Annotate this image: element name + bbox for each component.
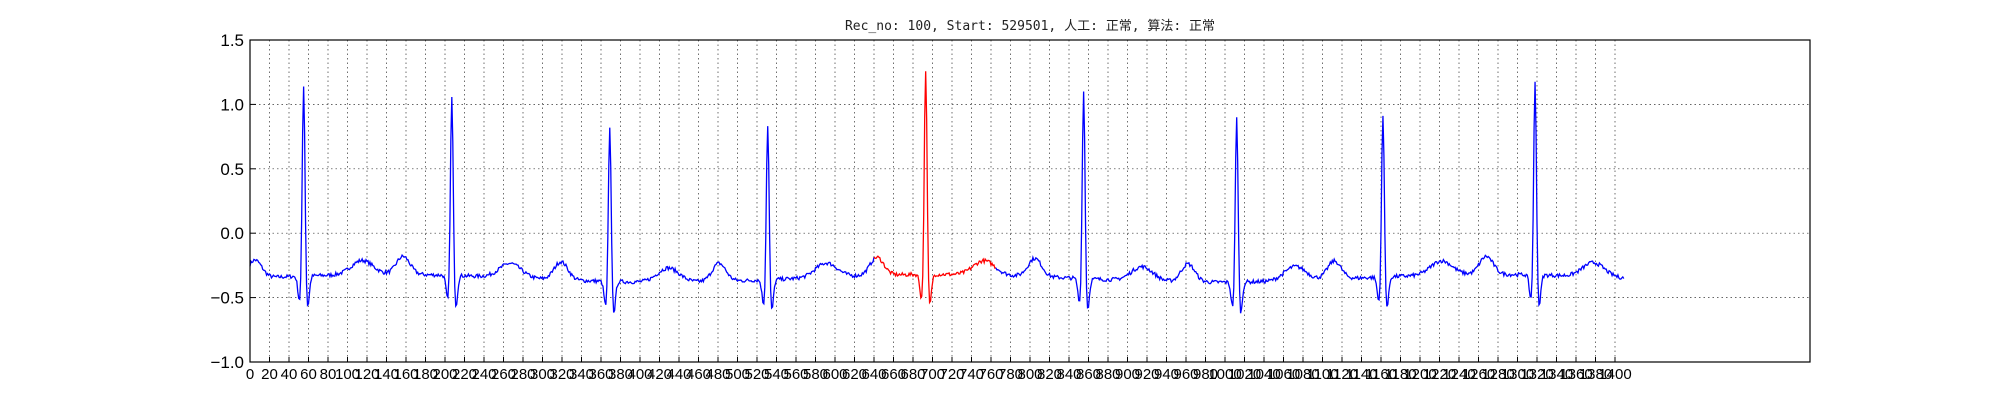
x-tick-label: 880 bbox=[1095, 366, 1120, 383]
x-tick-label: 580 bbox=[803, 366, 828, 383]
x-tick-label: 980 bbox=[1193, 366, 1218, 383]
y-tick-label: 0.5 bbox=[220, 160, 244, 179]
x-tick-label: 380 bbox=[608, 366, 633, 383]
x-tick-label: 1380 bbox=[1579, 366, 1612, 383]
x-tick-label: 1320 bbox=[1520, 366, 1553, 383]
grid-layer bbox=[250, 40, 1810, 362]
x-tick-label: 260 bbox=[491, 366, 516, 383]
x-tick-label: 180 bbox=[413, 366, 438, 383]
x-tick-label: 120 bbox=[354, 366, 379, 383]
x-tick-label: 840 bbox=[1056, 366, 1081, 383]
x-tick-label: 240 bbox=[471, 366, 496, 383]
x-tick-label: 960 bbox=[1173, 366, 1198, 383]
x-tick-label: 720 bbox=[939, 366, 964, 383]
y-axis: −1.0 −0.5 0.0 0.5 1.0 1.5 bbox=[210, 31, 256, 372]
x-tick-label: 140 bbox=[374, 366, 399, 383]
x-tick-label: 440 bbox=[666, 366, 691, 383]
x-tick-label: 300 bbox=[530, 366, 555, 383]
x-tick-label: 1180 bbox=[1384, 366, 1416, 383]
x-tick-label: 280 bbox=[510, 366, 535, 383]
x-tick-label: 200 bbox=[432, 366, 457, 383]
x-tick-label: 1100 bbox=[1306, 366, 1338, 383]
x-tick-label: 920 bbox=[1134, 366, 1159, 383]
x-tick-label: 680 bbox=[900, 366, 925, 383]
x-tick-label: 160 bbox=[393, 366, 418, 383]
x-tick-label: 1040 bbox=[1247, 366, 1280, 383]
x-tick-label: 860 bbox=[1076, 366, 1101, 383]
y-tick-label: 0.0 bbox=[220, 224, 244, 243]
x-tick-label: 80 bbox=[320, 366, 337, 383]
x-tick-label: 360 bbox=[588, 366, 613, 383]
x-tick-label: 560 bbox=[783, 366, 808, 383]
x-tick-label: 1200 bbox=[1403, 366, 1436, 383]
chart-title: Rec_no: 100, Start: 529501, 人工: 正常, 算法: … bbox=[845, 19, 1215, 34]
x-tick-label: 0 bbox=[246, 366, 254, 383]
x-tick-label: 940 bbox=[1154, 366, 1179, 383]
x-tick-label: 1280 bbox=[1481, 366, 1514, 383]
y-tick-label: −0.5 bbox=[210, 289, 244, 308]
x-tick-label: 1400 bbox=[1598, 366, 1631, 383]
x-tick-label: 480 bbox=[705, 366, 730, 383]
x-tick-label: 740 bbox=[959, 366, 984, 383]
x-tick-label: 1240 bbox=[1442, 366, 1475, 383]
x-tick-label: 1360 bbox=[1559, 366, 1592, 383]
x-tick-label: 40 bbox=[281, 366, 298, 383]
x-tick-label: 800 bbox=[1017, 366, 1042, 383]
series-layer bbox=[249, 71, 1625, 314]
plot-frame bbox=[249, 39, 1811, 363]
x-tick-label: 820 bbox=[1037, 366, 1062, 383]
x-tick-label: 220 bbox=[452, 366, 477, 383]
x-tick-label: 1060 bbox=[1267, 366, 1300, 383]
x-tick-label: 1000 bbox=[1208, 366, 1241, 383]
y-tick-label: 1.0 bbox=[220, 95, 244, 114]
ecg-series-highlight bbox=[873, 71, 997, 305]
x-tick-label: 1260 bbox=[1462, 366, 1495, 383]
x-tick-label: 340 bbox=[569, 366, 594, 383]
y-tick-label: −1.0 bbox=[210, 353, 244, 372]
x-tick-label: 1140 bbox=[1345, 366, 1377, 383]
x-tick-label: 760 bbox=[978, 366, 1003, 383]
x-tick-label: 320 bbox=[549, 366, 574, 383]
x-tick-label: 1080 bbox=[1286, 366, 1319, 383]
x-tick-label: 1300 bbox=[1501, 366, 1534, 383]
x-tick-label: 1220 bbox=[1423, 366, 1456, 383]
x-tick-label: 520 bbox=[744, 366, 769, 383]
ecg-series-normal bbox=[995, 81, 1625, 314]
x-tick-label: 1340 bbox=[1540, 366, 1573, 383]
ecg-series-normal bbox=[249, 86, 875, 313]
x-tick-label: 1160 bbox=[1365, 366, 1397, 383]
x-tick-label: 400 bbox=[627, 366, 652, 383]
x-tick-label: 900 bbox=[1115, 366, 1140, 383]
x-tick-label: 500 bbox=[725, 366, 750, 383]
x-tick-label: 620 bbox=[842, 366, 867, 383]
x-tick-label: 600 bbox=[822, 366, 847, 383]
x-axis: 0 20 40 60 801001201401601802002202402602803… bbox=[246, 357, 1632, 383]
x-tick-label: 1120 bbox=[1326, 366, 1358, 383]
x-tick-label: 540 bbox=[764, 366, 789, 383]
x-tick-label: 20 bbox=[261, 366, 278, 383]
x-tick-label: 1020 bbox=[1228, 366, 1261, 383]
x-tick-label: 100 bbox=[335, 366, 360, 383]
x-tick-label: 640 bbox=[861, 366, 886, 383]
x-tick-label: 60 bbox=[300, 366, 317, 383]
x-tick-label: 420 bbox=[647, 366, 672, 383]
x-tick-label: 660 bbox=[881, 366, 906, 383]
x-tick-label: 700 bbox=[920, 366, 945, 383]
y-tick-label: 1.5 bbox=[220, 31, 244, 50]
x-tick-label: 780 bbox=[998, 366, 1023, 383]
x-tick-label: 460 bbox=[686, 366, 711, 383]
